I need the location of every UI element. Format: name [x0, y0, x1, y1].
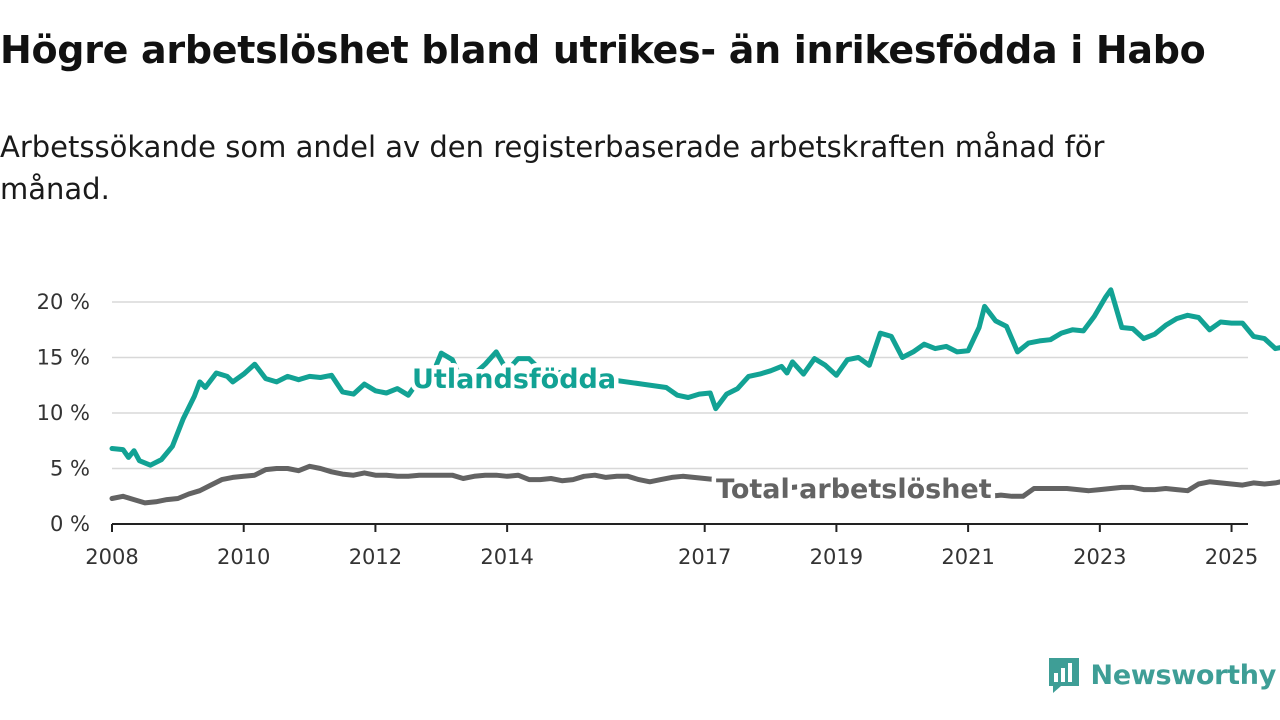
- chart-subtitle: Arbetssökande som andel av den registerb…: [0, 130, 1105, 206]
- series-line-1: [109, 463, 1280, 506]
- x-tick-label-4: 2017: [678, 545, 731, 569]
- y-tick-label-1: 5 %: [50, 457, 90, 481]
- x-tick-label-6: 2021: [941, 545, 994, 569]
- gridlines: [112, 301, 1248, 470]
- x-tick-label-8: 2025: [1205, 545, 1258, 569]
- series-label-total: Total arbetslöshet: [716, 474, 992, 505]
- series-line-0: [109, 287, 1280, 468]
- y-axis: 0 % 5 % 10 % 15 % 20 %: [37, 290, 90, 536]
- y-tick-label-2: 10 %: [37, 401, 90, 425]
- x-tick-label-3: 2014: [480, 545, 533, 569]
- series-lines: [109, 287, 1280, 506]
- x-tick-label-7: 2023: [1073, 545, 1126, 569]
- y-tick-label-4: 20 %: [37, 290, 90, 314]
- x-tick-label-0: 2008: [85, 545, 138, 569]
- y-tick-label-0: 0 %: [50, 512, 90, 536]
- x-tick-label-1: 2010: [217, 545, 270, 569]
- y-tick-label-3: 15 %: [37, 346, 90, 370]
- newsworthy-logo-icon: [1048, 658, 1079, 693]
- chart-title: Högre arbetslöshet bland utrikes- än inr…: [0, 28, 1206, 72]
- series-label-utlandsfodda: Utlandsfödda: [412, 364, 616, 395]
- newsworthy-logo-text: Newsworthy: [1090, 659, 1277, 691]
- x-tick-label-2: 2012: [349, 545, 402, 569]
- x-tick-label-5: 2019: [810, 545, 863, 569]
- newsworthy-logo: Newsworthy: [1047, 656, 1276, 694]
- x-axis: 2008 2010 2012 2014 2017 2019 2021 2023 2025: [85, 523, 1258, 569]
